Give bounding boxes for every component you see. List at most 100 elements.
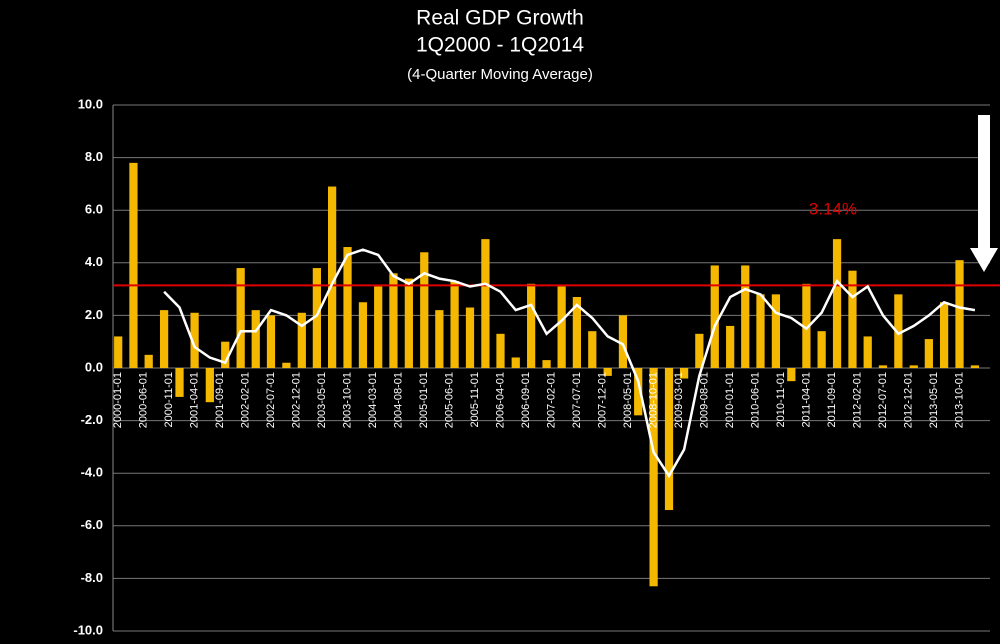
- x-tick-label: 2005-06-01: [444, 372, 456, 428]
- x-tick-label: 2002-12-01: [291, 372, 303, 428]
- bar: [894, 294, 903, 368]
- x-tick-label: 2012-12-01: [903, 372, 915, 428]
- x-tick-label: 2002-02-01: [240, 372, 252, 428]
- bar: [328, 186, 337, 368]
- bar: [481, 239, 490, 368]
- bar: [175, 368, 184, 397]
- x-tick-label: 2004-03-01: [367, 372, 379, 428]
- bar: [970, 365, 980, 368]
- x-tick-label: 2005-01-01: [418, 372, 430, 428]
- bar: [358, 302, 368, 368]
- bar: [282, 362, 291, 368]
- x-tick-label: 2007-12-01: [596, 372, 608, 428]
- bar: [710, 265, 719, 368]
- bar: [771, 294, 781, 368]
- bar: [114, 336, 123, 368]
- bar: [924, 339, 933, 368]
- arrow: [970, 115, 998, 272]
- x-tick-label: 2010-11-01: [775, 372, 787, 427]
- x-tick-label: 2010-01-01: [724, 372, 736, 428]
- x-tick-label: 2012-02-01: [852, 372, 864, 428]
- bar: [618, 315, 628, 368]
- y-tick-label: 10.0: [78, 96, 103, 111]
- bar: [221, 341, 230, 368]
- y-tick-label: -2.0: [81, 412, 103, 427]
- bar: [649, 368, 658, 587]
- bar: [955, 260, 964, 368]
- y-tick-label: 4.0: [85, 254, 103, 269]
- bar: [190, 312, 199, 368]
- bar: [527, 283, 536, 368]
- bar: [741, 265, 750, 368]
- bar: [726, 325, 735, 368]
- bar: [603, 368, 612, 376]
- chart-title: Real GDP Growth: [416, 7, 584, 30]
- reference-label: 3.14%: [809, 199, 857, 218]
- x-tick-label: 2011-04-01: [800, 372, 812, 427]
- bar: [756, 294, 765, 368]
- bar: [787, 368, 796, 382]
- bar: [588, 331, 597, 368]
- x-tick-label: 2012-07-01: [877, 372, 889, 428]
- x-tick-label: 2009-08-01: [698, 372, 710, 428]
- bar: [450, 281, 459, 368]
- bar: [312, 268, 321, 368]
- x-tick-label: 2001-09-01: [214, 372, 226, 428]
- bar: [236, 268, 245, 368]
- x-tick-label: 2002-07-01: [265, 372, 277, 428]
- bar: [251, 310, 260, 368]
- bar: [389, 273, 398, 368]
- y-tick-label: -8.0: [81, 570, 103, 585]
- x-tick-label: 2008-05-01: [622, 372, 634, 428]
- bar: [266, 315, 276, 368]
- bar: [557, 286, 566, 368]
- moving-average-line: [163, 248, 976, 479]
- bar: [802, 283, 811, 368]
- x-tick-label: 2010-06-01: [749, 372, 761, 428]
- x-tick-label: 2007-07-01: [571, 372, 583, 428]
- bar: [404, 278, 413, 368]
- bar: [159, 310, 169, 368]
- bar: [297, 312, 306, 368]
- x-tick-label: 2008-10-01: [648, 372, 660, 428]
- x-tick-label: 2000-01-01: [112, 372, 124, 428]
- bar: [863, 336, 872, 368]
- bar: [144, 354, 153, 368]
- x-tick-label: 2011-09-01: [826, 372, 838, 427]
- x-tick-label: 2007-02-01: [546, 372, 558, 428]
- bar: [205, 368, 214, 403]
- x-tick-label: 2005-11-01: [469, 372, 481, 427]
- x-tick-label: 2000-11-01: [163, 372, 175, 427]
- bar: [496, 333, 505, 368]
- bar: [435, 310, 444, 368]
- bar: [129, 162, 138, 368]
- y-tick-label: -4.0: [81, 465, 103, 480]
- bar: [374, 286, 383, 368]
- y-tick-label: 6.0: [85, 202, 103, 217]
- x-tick-label: 2000-06-01: [138, 372, 150, 428]
- bar: [420, 252, 429, 368]
- y-tick-label: -6.0: [81, 517, 103, 532]
- x-tick-label: 2006-09-01: [520, 372, 532, 428]
- bar: [542, 360, 551, 368]
- x-tick-label: 2013-10-01: [953, 372, 965, 428]
- bar: [878, 365, 888, 368]
- chart-note: (4-Quarter Moving Average): [407, 66, 593, 83]
- bar: [511, 357, 520, 368]
- plot-area: -10.0 -8.0 -6.0 -4.0 -2.0 0.0 2.0 4.0 6.0 8.0 10.0…: [73, 96, 1000, 637]
- bar: [465, 307, 475, 368]
- x-tick-label: 2013-05-01: [928, 372, 940, 428]
- bar: [909, 365, 918, 368]
- y-tick-label: 2.0: [85, 307, 103, 322]
- x-tick-label: 2001-04-01: [189, 372, 201, 428]
- bar: [343, 247, 352, 368]
- y-tick-label: -10.0: [73, 622, 103, 637]
- x-tick-label: 2009-03-01: [673, 372, 685, 428]
- bar: [848, 270, 857, 368]
- bar: [695, 333, 704, 368]
- x-tick-label: 2004-08-01: [393, 372, 405, 428]
- y-tick-label: 0.0: [85, 359, 103, 374]
- x-tick-label: 2003-05-01: [316, 372, 328, 428]
- x-tick-label: 2006-04-01: [494, 372, 506, 428]
- bar: [817, 331, 826, 368]
